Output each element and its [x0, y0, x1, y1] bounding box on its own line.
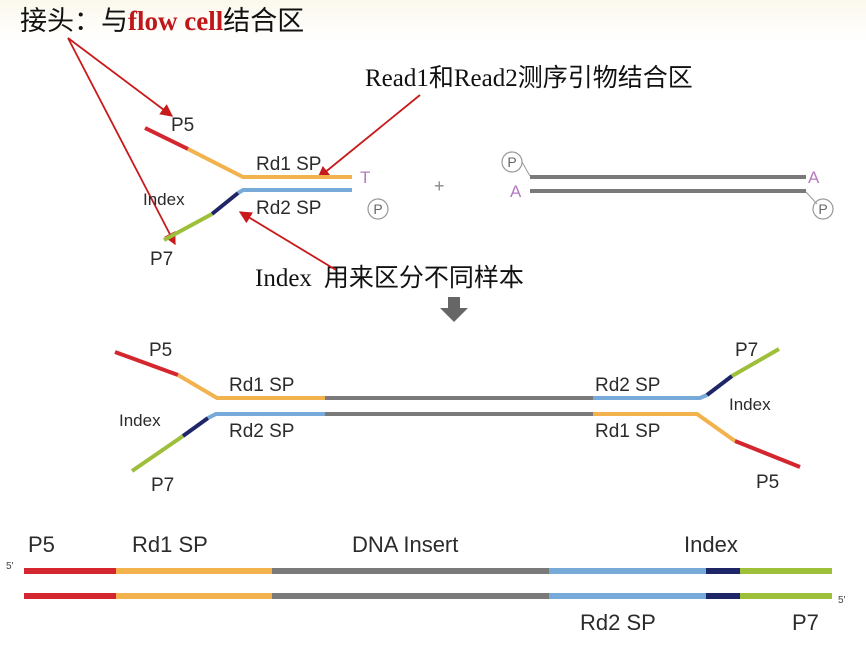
ligated-right-p7-label: P7	[735, 340, 758, 361]
library-index-label: Index	[684, 532, 738, 557]
ligated-right-rd2-segment	[593, 393, 708, 400]
insert-phosphate-bottom-label: P	[818, 201, 827, 217]
adapter-t-overhang: T	[360, 168, 370, 187]
adapter-rd2-segment	[236, 188, 352, 195]
ligated-left-rd2-segment	[207, 412, 325, 420]
library-rd1-label: Rd1 SP	[132, 532, 208, 557]
adapter-p5-segment	[144, 126, 189, 151]
adapter-annotation: 接头：与flow cell结合区	[20, 6, 304, 37]
library-bottom-5prime: 5'	[838, 595, 846, 606]
ligated-left-index-label: Index	[119, 411, 161, 430]
ligated-right-rd2-label: Rd2 SP	[595, 375, 660, 396]
ligated-right-rd1-segment	[593, 412, 737, 443]
pointer-arrow-p7	[67, 37, 176, 246]
adapter-rd1-segment	[187, 147, 352, 179]
ligated-left-rd1-label: Rd1 SP	[229, 375, 294, 396]
adapter-p7-label: P7	[150, 249, 173, 270]
library-top-5prime: 5'	[6, 561, 14, 572]
y-adapter: P5 Rd1 SP T Index Rd2 SP P P7	[143, 115, 389, 270]
ligated-left-rd1-segment	[176, 373, 325, 400]
ligated-left-p7-segment	[130, 434, 185, 473]
insert-phosphate-top-link	[521, 161, 531, 177]
insert-a-overhang-left: A	[510, 182, 522, 201]
insert-fragment: P A A P	[501, 151, 834, 220]
plus-sign: +	[434, 176, 445, 196]
adapter-phosphate-label: P	[373, 201, 382, 217]
index-annotation: Index 用来区分不同样本	[255, 263, 524, 292]
ligated-right-p7-segment	[731, 347, 780, 378]
adapter-phosphate-icon	[367, 198, 389, 220]
library-insert-label: DNA Insert	[352, 532, 458, 557]
library-p7-label: P7	[792, 610, 819, 635]
pointer-arrow-primer-site	[317, 94, 421, 179]
adapter-rd2-label: Rd2 SP	[256, 198, 321, 219]
library-structure: P5 Rd1 SP DNA Insert Index 5' 5' Rd2 SP …	[6, 532, 846, 635]
ligated-left-index-segment	[181, 416, 210, 438]
pointer-arrow-p5	[67, 37, 174, 117]
ligated-right-p5-segment	[734, 439, 801, 469]
ligated-right-index-label: Index	[729, 395, 771, 414]
ligated-product: P5 Rd1 SP Index Rd2 SP P7 P7 Rd2 SP Inde…	[114, 340, 801, 496]
down-arrow-icon	[440, 297, 468, 322]
ligated-left-p5-label: P5	[149, 340, 172, 361]
adapter-index-label: Index	[143, 190, 185, 209]
ligated-right-index-segment	[705, 374, 734, 397]
adapter-p5-label: P5	[171, 115, 194, 136]
ligated-right-p5-label: P5	[756, 472, 779, 493]
ligated-right-rd1-label: Rd1 SP	[595, 421, 660, 442]
pointer-arrow-index	[238, 211, 337, 271]
primer-site-annotation: Read1和Read2测序引物结合区	[365, 64, 693, 92]
ligated-left-p7-label: P7	[151, 475, 174, 496]
insert-phosphate-bottom-icon	[812, 198, 834, 220]
insert-phosphate-top-label: P	[507, 154, 516, 170]
adapter-index-segment	[210, 191, 240, 216]
adapter-rd1-label: Rd1 SP	[256, 154, 321, 175]
ligated-left-p5-segment	[114, 350, 179, 377]
ligated-left-rd2-label: Rd2 SP	[229, 421, 294, 442]
library-rd2-label: Rd2 SP	[580, 610, 656, 635]
library-p5-label: P5	[28, 532, 55, 557]
adapter-p7-segment	[163, 212, 213, 242]
insert-a-overhang-right: A	[808, 168, 820, 187]
